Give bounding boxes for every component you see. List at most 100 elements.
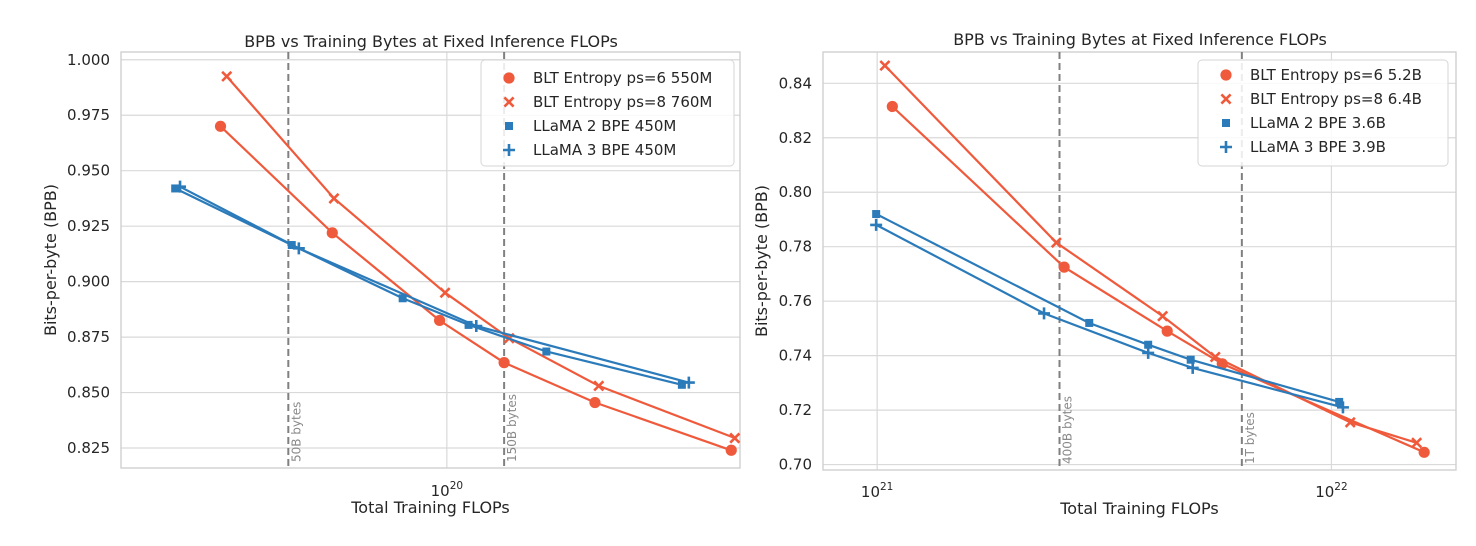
data-point — [1411, 437, 1423, 449]
y-tick-label: 0.72 — [779, 401, 812, 419]
reference-line-label: 400B bytes — [1061, 396, 1075, 464]
data-point — [1058, 261, 1070, 273]
y-tick-label: 0.825 — [67, 439, 110, 457]
series-line — [884, 64, 1417, 444]
data-point — [1085, 318, 1094, 327]
data-point — [593, 380, 605, 392]
plot-frame — [120, 51, 741, 469]
y-tick-label: 0.875 — [67, 328, 110, 346]
x-tick-label: 1022 — [1315, 481, 1347, 501]
y-tick-label: 0.74 — [779, 347, 812, 365]
legend: BLT Entropy ps=6 5.2B BLT Entropy ps=8 6.… — [1197, 59, 1449, 167]
data-point — [464, 320, 473, 329]
series-line — [875, 223, 1344, 409]
data-point — [1186, 361, 1199, 374]
data-point — [729, 432, 741, 444]
data-point — [1335, 397, 1344, 406]
data-point — [214, 120, 227, 132]
reference-line-label: 1T bytes — [1243, 412, 1257, 464]
data-point — [589, 396, 601, 409]
series-line — [219, 125, 732, 452]
x-tick-label: 1020 — [431, 480, 463, 500]
y-tick-label: 0.850 — [67, 384, 110, 402]
chart-1: 0.825 0.850 0.875 0.900 0.925 0.950 0.975 1.000… — [41, 32, 741, 517]
legend-label: LLaMA 3 BPE 3.9B — [1250, 138, 1386, 156]
data-point — [1144, 340, 1153, 349]
data-point — [725, 444, 737, 456]
data-point — [1209, 351, 1221, 363]
legend-label: LLaMA 3 BPE 450M — [533, 141, 676, 159]
legend-marker — [1222, 119, 1230, 127]
legend-box — [1197, 59, 1449, 167]
y-tick-label: 0.70 — [779, 456, 812, 474]
legend-box — [480, 59, 735, 167]
legend-marker — [1220, 69, 1232, 81]
data-point — [1344, 416, 1356, 428]
data-point — [542, 347, 551, 356]
data-point — [498, 357, 510, 369]
data-point — [1161, 325, 1173, 337]
legend-marker — [1220, 141, 1232, 153]
y-tick-label: 0.78 — [779, 238, 812, 256]
y-axis-label: Bits-per-byte (BPB) — [41, 184, 60, 336]
reference-line-label: 150B bytes — [505, 394, 519, 462]
data-point — [677, 380, 686, 389]
legend: BLT Entropy ps=6 550M BLT Entropy ps=8 76… — [480, 59, 735, 167]
data-point — [174, 180, 187, 193]
data-point — [439, 287, 451, 299]
y-axis-label: Bits-per-byte (BPB) — [752, 185, 771, 337]
data-point — [433, 314, 446, 327]
data-point — [328, 192, 340, 204]
series-line — [174, 187, 683, 386]
reference-line-label: 50B bytes — [289, 402, 303, 462]
y-tick-label: 0.975 — [67, 106, 110, 124]
data-point — [292, 242, 305, 255]
legend-label: LLaMA 2 BPE 3.6B — [1250, 114, 1386, 132]
data-point — [470, 320, 483, 333]
data-point — [326, 227, 338, 239]
y-tick-label: 0.76 — [779, 292, 812, 310]
data-point — [1186, 355, 1195, 364]
x-axis-label: Total Training FLOPs — [1059, 499, 1219, 518]
plot-frame — [822, 51, 1457, 471]
data-point — [682, 376, 695, 389]
y-tick-label: 1.000 — [67, 51, 110, 69]
y-tick-label: 0.950 — [67, 162, 110, 180]
x-tick-label: 1021 — [861, 481, 893, 501]
data-point — [221, 70, 233, 82]
data-point — [171, 184, 180, 193]
series-line — [179, 185, 690, 384]
data-point — [1038, 307, 1051, 320]
legend-marker — [503, 144, 515, 156]
series-line — [875, 213, 1340, 403]
y-tick-label: 0.80 — [779, 183, 812, 201]
series-line — [225, 75, 736, 440]
y-tick-label: 0.925 — [67, 217, 110, 235]
legend-marker — [503, 72, 515, 84]
data-point — [886, 100, 898, 113]
legend-label: LLaMA 2 BPE 450M — [533, 117, 676, 135]
data-point — [870, 218, 883, 231]
chart-title: BPB vs Training Bytes at Fixed Inference… — [953, 30, 1327, 49]
legend-marker — [1220, 93, 1232, 105]
x-axis-label: Total Training FLOPs — [350, 498, 510, 517]
chart-title: BPB vs Training Bytes at Fixed Inference… — [244, 32, 618, 51]
data-point — [1050, 237, 1062, 249]
y-tick-label: 0.900 — [67, 273, 110, 291]
y-tick-label: 0.82 — [779, 129, 812, 147]
legend-label: BLT Entropy ps=8 6.4B — [1250, 90, 1422, 108]
legend-label: BLT Entropy ps=6 5.2B — [1250, 66, 1422, 84]
data-point — [1418, 446, 1430, 458]
data-point — [872, 210, 881, 219]
data-point — [1142, 346, 1155, 359]
data-point — [1157, 310, 1169, 322]
chart-2: 0.70 0.72 0.74 0.76 0.78 0.80 0.82 0.84 1021 1022… — [752, 30, 1457, 518]
data-point — [1336, 401, 1349, 414]
data-point — [398, 294, 407, 303]
y-tick-label: 0.84 — [779, 74, 812, 92]
legend-marker — [503, 96, 515, 108]
legend-label: BLT Entropy ps=6 550M — [533, 69, 712, 87]
legend-label: BLT Entropy ps=8 760M — [533, 93, 712, 111]
data-point — [879, 60, 891, 72]
